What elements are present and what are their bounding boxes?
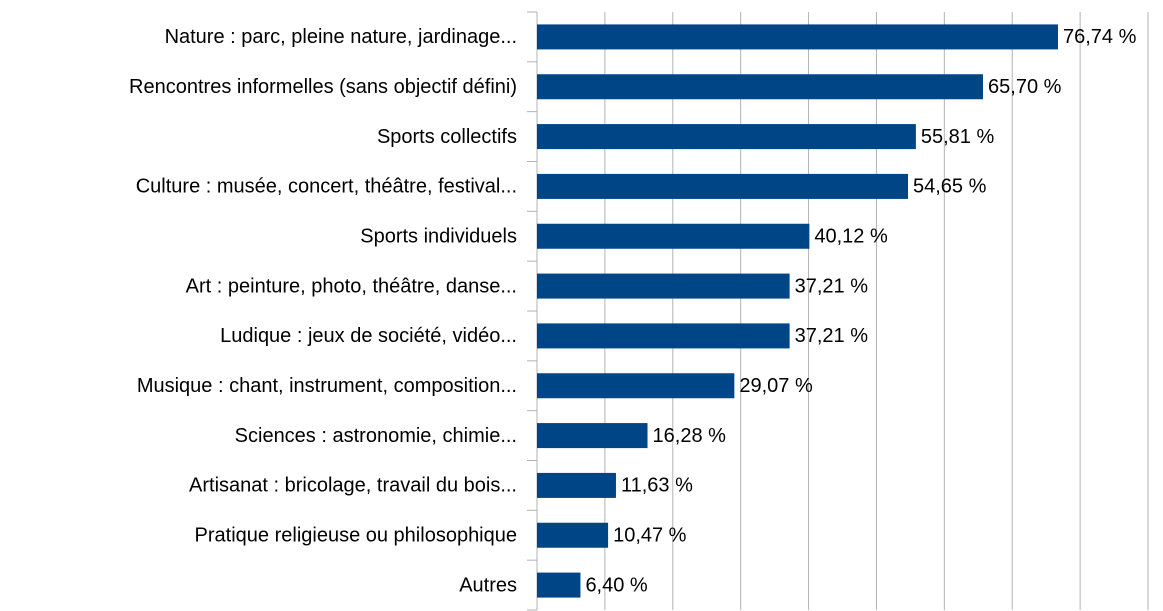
bar (537, 124, 916, 150)
bar (537, 423, 648, 449)
value-label: 16,28 % (653, 425, 727, 447)
y-tick-label: Pratique religieuse ou philosophique (195, 525, 517, 547)
bar (537, 223, 810, 249)
value-label: 76,74 % (1063, 26, 1137, 48)
value-label: 11,63 % (621, 475, 693, 497)
y-tick-label: Sciences : astronomie, chimie... (235, 425, 517, 447)
value-label: 10,47 % (613, 525, 687, 547)
value-label: 6,40 % (585, 574, 647, 596)
y-tick-label: Ludique : jeux de société, vidéo... (220, 325, 517, 347)
value-label: 54,65 % (913, 176, 987, 198)
bar (537, 74, 984, 100)
y-tick-label: Sports collectifs (377, 126, 517, 148)
value-label: 37,21 % (795, 325, 869, 347)
y-tick-label: Rencontres informelles (sans objectif dé… (129, 76, 517, 98)
value-label: 65,70 % (988, 76, 1062, 98)
y-tick-label: Nature : parc, pleine nature, jardinage.… (165, 26, 517, 48)
bar (537, 273, 790, 299)
value-label: 55,81 % (921, 126, 995, 148)
bar (537, 572, 581, 598)
bar (537, 173, 909, 199)
y-tick-label: Musique : chant, instrument, composition… (137, 375, 517, 397)
bar (537, 24, 1058, 50)
bar (537, 472, 616, 498)
y-tick-label: Artisanat : bricolage, travail du bois..… (189, 475, 517, 497)
value-label: 40,12 % (814, 226, 888, 248)
value-label: 37,21 % (795, 275, 869, 297)
bar (537, 373, 735, 399)
y-tick-label: Art : peinture, photo, théâtre, danse... (186, 275, 517, 297)
y-tick-label: Culture : musée, concert, théâtre, festi… (136, 176, 517, 198)
y-tick-label: Sports individuels (360, 226, 517, 248)
value-label: 29,07 % (739, 375, 813, 397)
y-tick-label: Autres (459, 574, 517, 596)
bar (537, 522, 609, 548)
bar (537, 323, 790, 349)
